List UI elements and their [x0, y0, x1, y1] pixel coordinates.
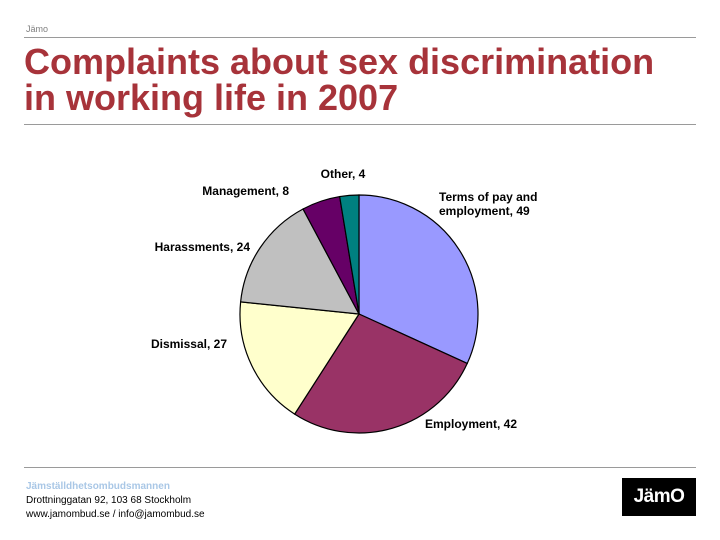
top-divider — [24, 37, 696, 38]
footer-divider — [24, 467, 696, 468]
page-title: Complaints about sex discrimination in w… — [24, 44, 694, 116]
pie-label-line: Other, 4 — [321, 167, 366, 181]
pie-label-line: Terms of pay and — [439, 190, 537, 204]
pie-slice-dismissal — [239, 301, 361, 415]
pie-label-line: Employment, 42 — [425, 417, 517, 431]
header-brand-label: Jämo — [26, 24, 49, 34]
page-title-line-2: in working life in 2007 — [24, 77, 399, 118]
title-divider — [24, 124, 696, 125]
pie-label-line: Harassments, 24 — [155, 240, 251, 254]
pie-label-employment: Employment, 42 — [425, 417, 517, 431]
pie-label-line: Management, 8 — [202, 184, 289, 198]
page-title-line-1: Complaints about sex discrimination — [24, 41, 655, 82]
jamo-logo: JämO — [622, 478, 696, 516]
pie-label-line: Dismissal, 27 — [151, 337, 227, 351]
pie-label-harassments: Harassments, 24 — [155, 240, 251, 254]
pie-slice-other — [338, 194, 360, 315]
pie-slice-harassments — [239, 208, 361, 315]
footer-contact: www.jamombud.se / info@jamombud.se — [26, 509, 205, 520]
pie-label-dismissal: Dismissal, 27 — [151, 337, 227, 351]
footer-address: Drottninggatan 92, 103 68 Stockholm — [26, 495, 192, 506]
pie-label-management: Management, 8 — [202, 184, 289, 198]
pie-label-other: Other, 4 — [321, 167, 366, 181]
pie-label-line: employment, 49 — [439, 204, 530, 218]
pie-slice-terms-of-pay-and-employment — [358, 194, 479, 365]
footer-org-name: Jämställdhetsombudsmannen — [26, 481, 170, 492]
pie-slice-employment — [293, 313, 469, 434]
pie-label-terms-of-pay-and-employment: Terms of pay and employment, 49 — [439, 190, 537, 218]
